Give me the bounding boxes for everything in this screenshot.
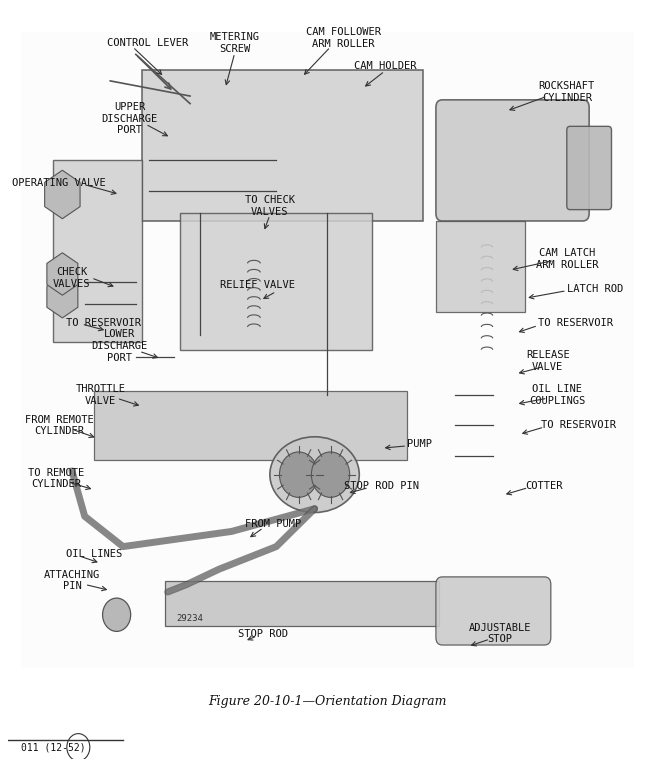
Text: CAM HOLDER: CAM HOLDER [354, 61, 416, 71]
Circle shape [102, 598, 131, 632]
Text: RELEASE
VALVE: RELEASE VALVE [526, 350, 570, 372]
Text: PUMP: PUMP [407, 439, 432, 449]
Text: RELIEF VALVE: RELIEF VALVE [220, 280, 295, 290]
FancyBboxPatch shape [142, 69, 423, 221]
Text: TO RESERVOIR: TO RESERVOIR [538, 318, 613, 328]
Text: UPPER
DISCHARGE
PORT: UPPER DISCHARGE PORT [101, 102, 157, 135]
FancyBboxPatch shape [95, 391, 407, 460]
Text: THROTTLE
VALVE: THROTTLE VALVE [76, 385, 126, 406]
Text: METERING
SCREW: METERING SCREW [210, 32, 260, 54]
Text: ROCKSHAFT
CYLINDER: ROCKSHAFT CYLINDER [538, 81, 595, 103]
Circle shape [312, 452, 350, 497]
Text: TO CHECK
VALVES: TO CHECK VALVES [245, 195, 295, 217]
Text: CHECK
VALVES: CHECK VALVES [53, 267, 91, 289]
Text: FROM REMOTE
CYLINDER: FROM REMOTE CYLINDER [25, 415, 93, 436]
Text: COTTER: COTTER [526, 481, 563, 491]
Text: Figure 20-10-1—Orientation Diagram: Figure 20-10-1—Orientation Diagram [208, 695, 446, 708]
Text: TO RESERVOIR: TO RESERVOIR [541, 420, 616, 430]
FancyBboxPatch shape [21, 32, 634, 668]
Ellipse shape [270, 437, 359, 512]
Text: OPERATING VALVE: OPERATING VALVE [12, 178, 106, 188]
Text: LATCH ROD: LATCH ROD [567, 284, 623, 294]
Text: LOWER
DISCHARGE
PORT: LOWER DISCHARGE PORT [92, 329, 148, 363]
Text: OIL LINES: OIL LINES [65, 549, 122, 559]
FancyBboxPatch shape [52, 160, 142, 342]
Text: TO REMOTE
CYLINDER: TO REMOTE CYLINDER [28, 467, 84, 489]
Text: ADJUSTABLE
STOP: ADJUSTABLE STOP [469, 623, 531, 644]
FancyBboxPatch shape [567, 126, 612, 210]
FancyBboxPatch shape [436, 577, 551, 645]
Text: CAM LATCH
ARM ROLLER: CAM LATCH ARM ROLLER [535, 248, 598, 270]
Text: 29234: 29234 [177, 614, 203, 623]
Text: STOP ROD: STOP ROD [238, 629, 288, 638]
Text: CONTROL LEVER: CONTROL LEVER [107, 38, 189, 48]
Text: TO RESERVOIR: TO RESERVOIR [65, 318, 141, 328]
Text: FROM PUMP: FROM PUMP [245, 519, 301, 529]
Text: OIL LINE
COUPLINGS: OIL LINE COUPLINGS [529, 385, 585, 406]
FancyBboxPatch shape [436, 221, 526, 312]
FancyBboxPatch shape [181, 214, 372, 350]
Text: STOP ROD PIN: STOP ROD PIN [344, 481, 419, 491]
FancyBboxPatch shape [165, 581, 439, 626]
Text: 011 (12-52): 011 (12-52) [21, 743, 86, 752]
Text: CAM FOLLOWER
ARM ROLLER: CAM FOLLOWER ARM ROLLER [306, 27, 381, 49]
Circle shape [279, 452, 318, 497]
FancyBboxPatch shape [436, 100, 589, 221]
Text: ATTACHING
PIN: ATTACHING PIN [44, 570, 100, 591]
